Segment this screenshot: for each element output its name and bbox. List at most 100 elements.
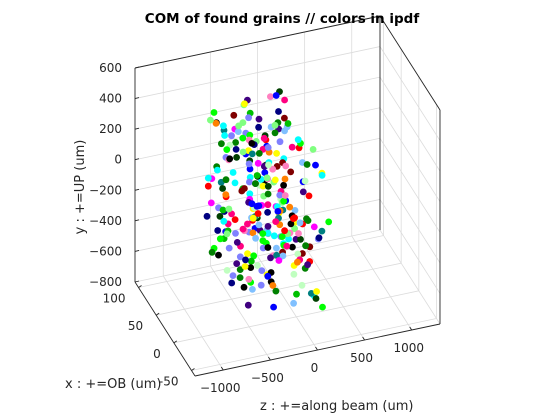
grain-point: [276, 138, 284, 146]
x-axis-line: [134, 281, 196, 377]
grain-point: [233, 154, 241, 161]
grain-point: [287, 168, 295, 176]
axis-lines: [134, 15, 441, 377]
grain-point: [325, 218, 333, 226]
y-tick-mark: [134, 280, 140, 283]
grain-point: [249, 286, 256, 293]
grain-point: [248, 200, 256, 208]
grain-point: [281, 96, 288, 104]
grain-point: [271, 121, 279, 129]
grain-point: [287, 220, 295, 228]
grain-point: [236, 274, 244, 281]
grain-point: [301, 177, 309, 185]
grain-point: [289, 243, 296, 251]
grain-point: [272, 218, 280, 226]
grain-point: [252, 180, 259, 188]
grain-point: [259, 237, 267, 245]
grain-point: [264, 244, 272, 251]
grain-point: [215, 251, 222, 259]
grid-line: [210, 265, 271, 361]
grain-point: [214, 166, 221, 174]
z-tick-mark: [220, 366, 224, 371]
grain-point: [244, 301, 252, 309]
grain-point: [220, 217, 228, 225]
grain-point: [250, 252, 258, 260]
y-tick-mark: [134, 188, 140, 191]
grain-point: [291, 225, 298, 233]
grain-point: [241, 100, 248, 108]
grain-point: [235, 122, 243, 130]
grain-point: [312, 161, 319, 169]
box-edge: [379, 15, 441, 111]
grain-point: [248, 150, 256, 158]
z-axis-label: z : +=along beam (um): [260, 399, 413, 414]
grain-point: [219, 185, 227, 192]
z-tick-label: 1000: [393, 341, 424, 355]
grain-point: [225, 205, 233, 213]
grain-point: [269, 165, 277, 173]
grid-line: [379, 138, 441, 233]
grain-point: [232, 139, 240, 146]
grain-point: [254, 262, 261, 269]
grain-point: [264, 201, 272, 209]
grain-point: [207, 199, 215, 207]
x-tick-mark: [155, 312, 160, 316]
grain-point: [232, 230, 239, 237]
x-tick-mark: [191, 368, 195, 371]
grain-point: [264, 183, 272, 190]
grain-point: [229, 272, 237, 279]
grain-point: [281, 175, 289, 183]
grid-line: [304, 245, 365, 341]
grain-point: [223, 230, 231, 238]
x-tick-mark: [173, 340, 178, 344]
z-tick-labels: −1000 −500 0 500 1000: [200, 341, 424, 395]
grain-point: [228, 132, 235, 140]
grain-point: [307, 290, 315, 297]
grain-point: [260, 134, 268, 142]
grain-point: [285, 235, 292, 243]
grain-point: [255, 115, 263, 123]
grain-point: [255, 150, 263, 157]
grain-point: [240, 283, 248, 291]
y-tick-label: 400: [99, 92, 122, 106]
grain-point: [303, 215, 310, 223]
grain-point: [296, 219, 304, 227]
grid-line: [379, 107, 441, 202]
grain-point: [226, 155, 234, 163]
scatter-points: [203, 88, 333, 311]
grain-point: [290, 299, 297, 307]
grain-point: [271, 129, 279, 137]
grain-point: [219, 206, 227, 214]
grid-line: [138, 235, 384, 288]
grain-point: [239, 134, 247, 142]
y-tick-label: 200: [99, 122, 122, 136]
y-tick-label: −400: [89, 214, 122, 228]
grain-point: [264, 272, 272, 280]
box-edge: [134, 15, 381, 69]
grain-point: [318, 171, 326, 179]
grain-point: [264, 209, 271, 216]
grain-point: [228, 279, 236, 287]
grain-point: [231, 216, 239, 224]
grain-point: [293, 290, 300, 298]
grain-point: [246, 178, 253, 186]
grain-point: [259, 182, 267, 190]
grain-point: [249, 229, 257, 237]
grain-point: [249, 214, 257, 222]
grain-point: [273, 150, 280, 157]
y-tick-label: −600: [89, 244, 122, 258]
grain-point: [207, 116, 214, 124]
grain-point: [264, 144, 272, 151]
chart-title: COM of found grains // colors in ipdf: [145, 11, 420, 27]
y-tick-mark: [134, 66, 140, 69]
grain-point: [221, 132, 229, 139]
grain-point: [208, 248, 216, 256]
y-tick-label: 600: [99, 61, 122, 75]
grain-point: [212, 119, 220, 127]
grain-point: [222, 176, 230, 184]
grain-point: [294, 250, 302, 258]
grain-point: [233, 260, 241, 267]
grain-point: [238, 187, 246, 195]
grain-point: [233, 239, 241, 246]
grain-point: [313, 288, 320, 295]
